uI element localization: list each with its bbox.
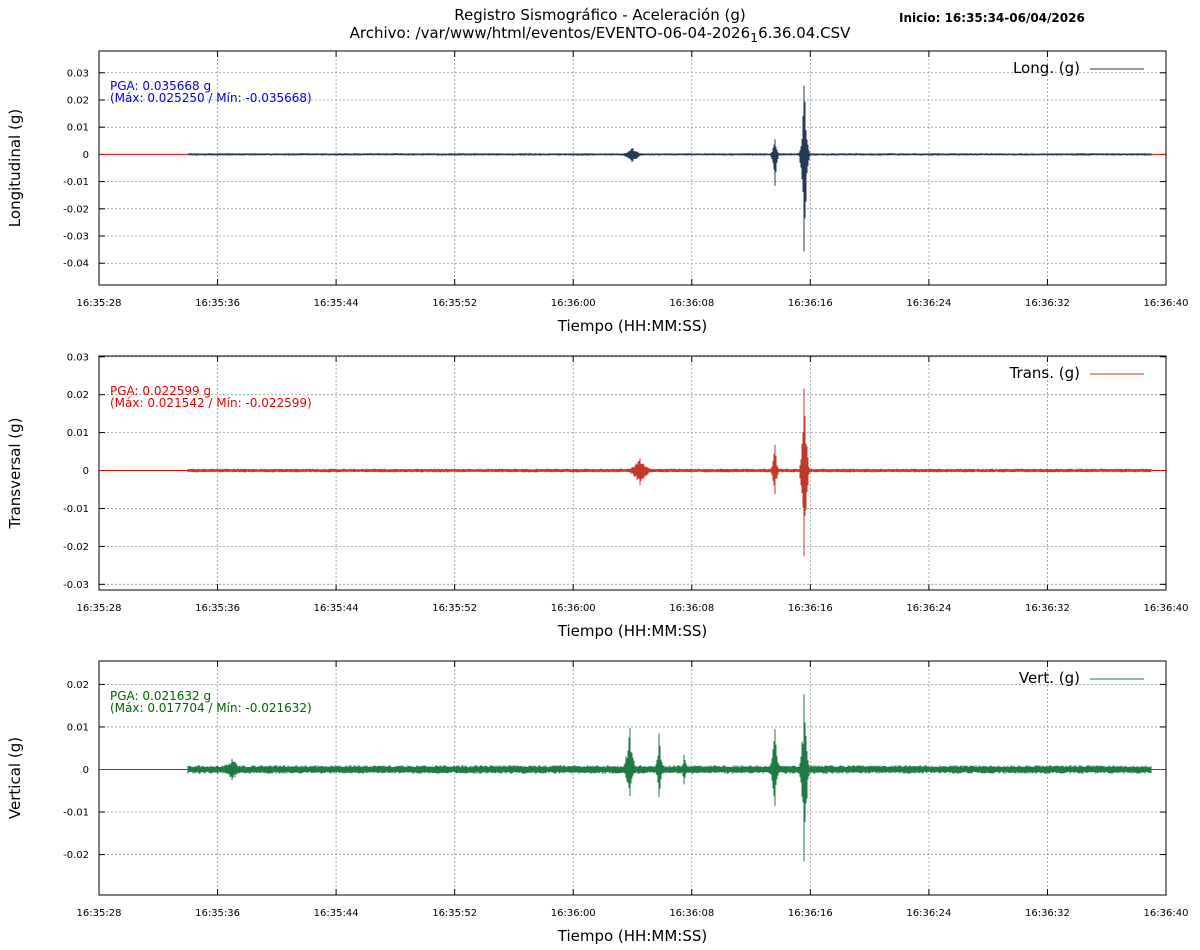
chart-panel-3: 16:35:28 16:35:36 16:35:44 16:35:52 16:36:00… bbox=[6, 660, 1189, 945]
x-axis-label: Tiempo (HH:MM:SS) bbox=[557, 317, 707, 335]
pga-range-annotation: (Máx: 0.017704 / Mín: -0.021632) bbox=[110, 701, 312, 715]
y-tick-label: -0.03 bbox=[63, 232, 89, 243]
y-tick-label: -0.02 bbox=[63, 850, 89, 861]
x-tick-label: 16:36:08 bbox=[669, 298, 714, 309]
signal-trace bbox=[187, 388, 1152, 557]
y-tick-label: -0.02 bbox=[63, 542, 89, 553]
pga-range-annotation: (Máx: 0.021542 / Mín: -0.022599) bbox=[110, 396, 312, 410]
x-axis-label: Tiempo (HH:MM:SS) bbox=[557, 622, 707, 640]
signal-trace bbox=[187, 85, 1152, 252]
x-tick-label: 16:36:16 bbox=[788, 908, 833, 919]
y-axis-label: Longitudinal (g) bbox=[6, 109, 24, 227]
pga-annotation: PGA: 0.035668 g bbox=[110, 79, 211, 93]
plot-frame bbox=[98, 355, 1167, 591]
y-tick-label: 0 bbox=[83, 466, 89, 477]
x-tick-label: 16:36:08 bbox=[669, 603, 714, 614]
y-tick-label: 0.02 bbox=[67, 95, 89, 106]
legend-label: Trans. (g) bbox=[1009, 364, 1080, 382]
x-tick-label: 16:35:36 bbox=[195, 603, 240, 614]
y-tick-label: 0.01 bbox=[67, 428, 89, 439]
x-tick-label: 16:35:52 bbox=[432, 908, 477, 919]
chart-subtitle: Archivo: /var/www/html/eventos/EVENTO-06… bbox=[300, 24, 900, 47]
pga-annotation: PGA: 0.021632 g bbox=[110, 689, 211, 703]
y-tick-label: -0.01 bbox=[63, 504, 89, 515]
subtitle-suffix: 6.36.04.CSV bbox=[758, 24, 851, 42]
subtitle-subscript: 1 bbox=[750, 30, 759, 45]
chart-title: Registro Sismográfico - Aceleración (g) bbox=[454, 6, 746, 24]
x-axis-label: Tiempo (HH:MM:SS) bbox=[557, 927, 707, 945]
x-tick-label: 16:36:32 bbox=[1025, 908, 1070, 919]
plot-frame bbox=[98, 660, 1167, 896]
x-tick-label: 16:36:08 bbox=[669, 908, 714, 919]
y-tick-label: 0.03 bbox=[67, 352, 89, 363]
x-tick-label: 16:36:32 bbox=[1025, 298, 1070, 309]
legend-label: Long. (g) bbox=[1013, 59, 1080, 77]
x-tick-label: 16:36:00 bbox=[551, 908, 596, 919]
x-tick-label: 16:35:44 bbox=[314, 603, 359, 614]
y-tick-label: 0.03 bbox=[67, 68, 89, 79]
x-tick-label: 16:35:44 bbox=[314, 298, 359, 309]
y-axis-label: Transversal (g) bbox=[6, 417, 24, 529]
x-tick-label: 16:36:00 bbox=[551, 298, 596, 309]
x-tick-label: 16:35:36 bbox=[195, 298, 240, 309]
x-tick-label: 16:35:28 bbox=[77, 603, 122, 614]
start-time-label: Inicio: 16:35:34-06/04/2026 bbox=[899, 11, 1085, 25]
x-tick-label: 16:36:00 bbox=[551, 603, 596, 614]
x-tick-label: 16:35:28 bbox=[77, 908, 122, 919]
x-tick-label: 16:36:40 bbox=[1144, 298, 1189, 309]
plot-frame bbox=[98, 50, 1167, 286]
x-tick-label: 16:36:32 bbox=[1025, 603, 1070, 614]
x-tick-label: 16:35:44 bbox=[314, 908, 359, 919]
chart-panel-2: 16:35:28 16:35:36 16:35:44 16:35:52 16:36:00… bbox=[6, 352, 1188, 640]
pga-annotation: PGA: 0.022599 g bbox=[110, 384, 211, 398]
y-tick-label: -0.02 bbox=[63, 204, 89, 215]
signal-trace bbox=[187, 694, 1152, 862]
x-tick-label: 16:36:16 bbox=[788, 603, 833, 614]
y-tick-label: 0.01 bbox=[67, 722, 89, 733]
x-tick-label: 16:36:24 bbox=[906, 298, 951, 309]
x-tick-label: 16:36:40 bbox=[1144, 908, 1189, 919]
y-tick-label: 0.02 bbox=[67, 390, 89, 401]
y-tick-label: 0.01 bbox=[67, 123, 89, 134]
y-tick-label: -0.01 bbox=[63, 177, 89, 188]
x-tick-label: 16:35:52 bbox=[432, 603, 477, 614]
y-tick-label: 0.02 bbox=[67, 680, 89, 691]
y-tick-label: -0.03 bbox=[63, 580, 89, 591]
x-tick-label: 16:36:16 bbox=[788, 298, 833, 309]
x-tick-label: 16:35:36 bbox=[195, 908, 240, 919]
x-tick-label: 16:36:24 bbox=[906, 908, 951, 919]
chart-panel-1: 16:35:28 16:35:36 16:35:44 16:35:52 16:36:00… bbox=[6, 50, 1189, 335]
x-tick-label: 16:36:24 bbox=[906, 603, 951, 614]
subtitle-prefix: Archivo: /var/www/html/eventos/EVENTO-06… bbox=[349, 24, 751, 42]
x-tick-label: 16:35:28 bbox=[77, 298, 122, 309]
y-tick-label: 0 bbox=[83, 150, 89, 161]
y-tick-label: -0.01 bbox=[63, 808, 89, 819]
x-tick-label: 16:36:40 bbox=[1144, 603, 1189, 614]
y-tick-label: -0.04 bbox=[63, 259, 89, 270]
pga-range-annotation: (Máx: 0.025250 / Mín: -0.035668) bbox=[110, 91, 312, 105]
y-axis-label: Vertical (g) bbox=[6, 737, 24, 819]
y-tick-label: 0 bbox=[83, 765, 89, 776]
x-tick-label: 16:35:52 bbox=[432, 298, 477, 309]
legend-label: Vert. (g) bbox=[1019, 669, 1080, 687]
